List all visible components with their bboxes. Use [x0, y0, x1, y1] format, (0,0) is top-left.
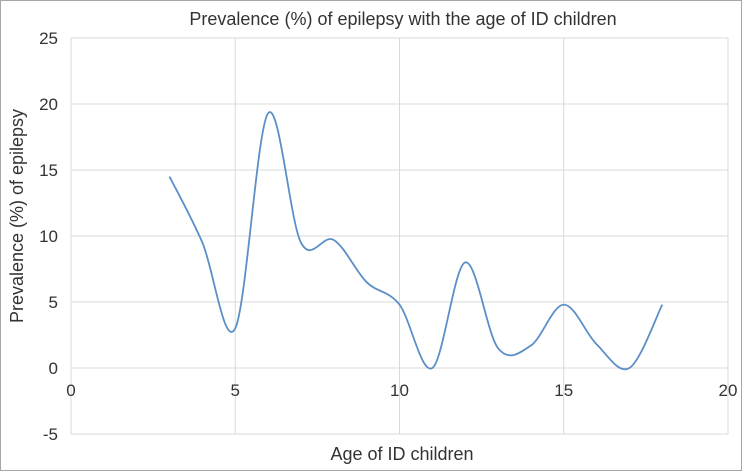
y-tick-label-4: 5 [49, 293, 58, 312]
y-tick-label-3: 10 [39, 227, 58, 246]
y-tick-label-6: -5 [43, 425, 58, 444]
x-tick-label-2: 10 [390, 381, 409, 400]
x-tick-label-3: 15 [554, 381, 573, 400]
series-line-0 [170, 112, 663, 369]
x-tick-label-4: 20 [719, 381, 738, 400]
x-tick-label-1: 5 [231, 381, 240, 400]
gridlines [71, 38, 728, 434]
series-layer [170, 112, 663, 369]
y-tick-label-5: 0 [49, 359, 58, 378]
y-tick-label-2: 15 [39, 161, 58, 180]
y-axis-title: Prevalence (%) of epilepsy [7, 109, 27, 323]
chart-title: Prevalence (%) of epilepsy with the age … [189, 9, 616, 29]
y-tick-label-0: 25 [39, 29, 58, 48]
x-axis-tick-labels: 0 5 10 15 20 [66, 381, 737, 400]
y-axis-tick-labels: 25 20 15 10 5 0 -5 [39, 29, 58, 444]
y-tick-label-1: 20 [39, 95, 58, 114]
x-tick-label-0: 0 [66, 381, 75, 400]
x-axis-title: Age of ID children [330, 444, 473, 464]
